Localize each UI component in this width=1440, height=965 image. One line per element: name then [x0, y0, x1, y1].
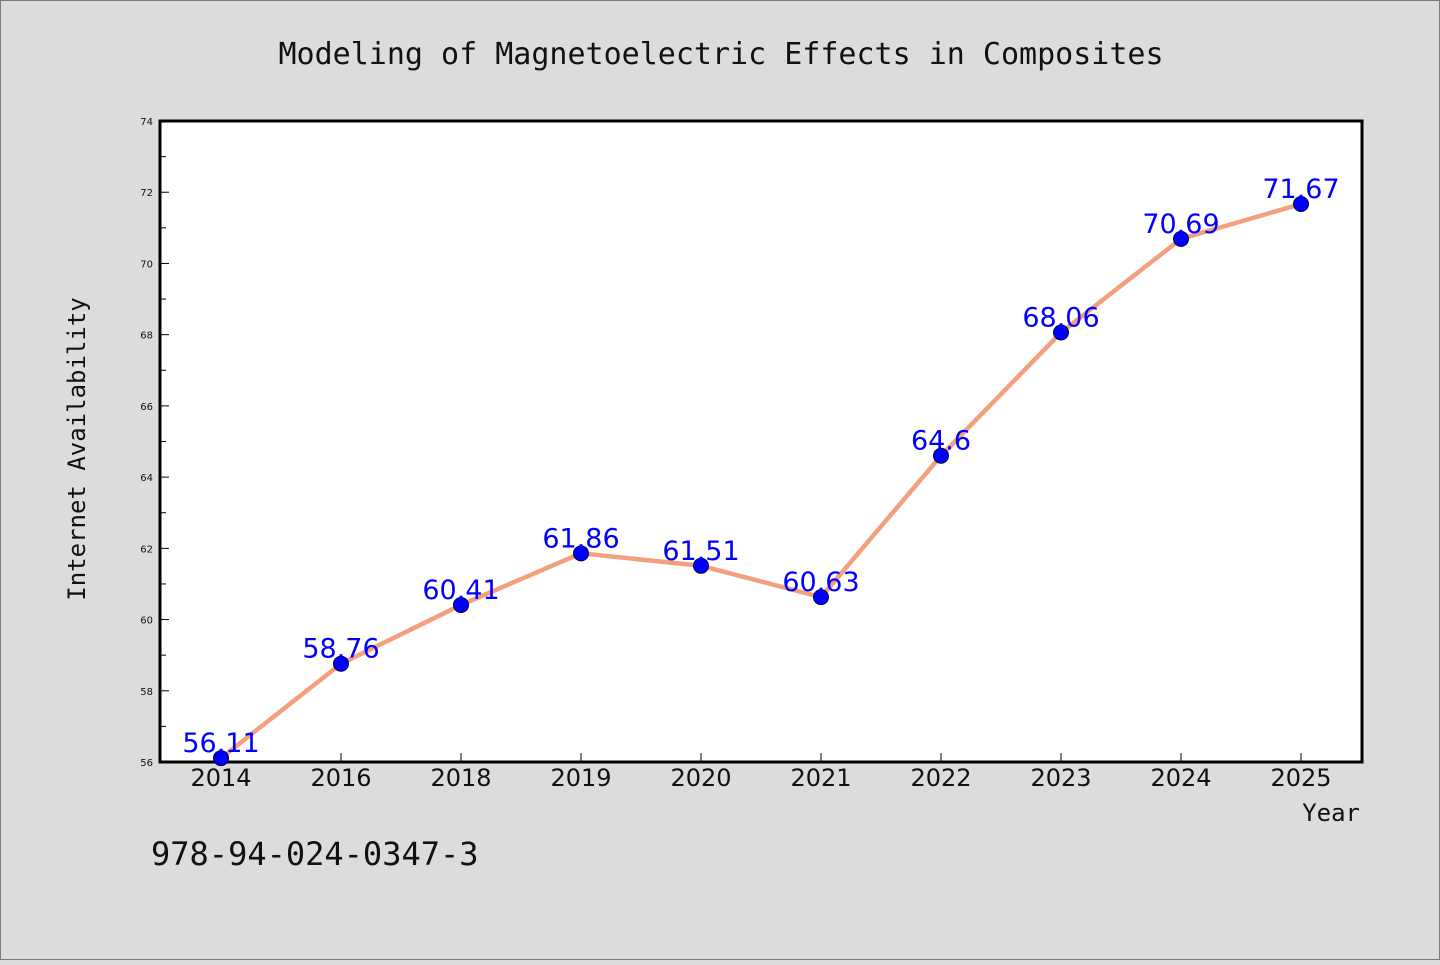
data-point: [213, 750, 229, 767]
data-label: 68.06: [1022, 303, 1099, 334]
data-point: [333, 655, 349, 672]
x-tick-label: 2016: [310, 764, 371, 792]
x-tick-label: 2019: [550, 764, 611, 792]
y-tick-label: 70: [140, 259, 153, 270]
chart-title: Modeling of Magnetoelectric Effects in C…: [278, 37, 1163, 72]
data-point: [1173, 230, 1189, 247]
x-axis-title: Year: [1302, 799, 1360, 827]
data-label: 56.11: [182, 728, 259, 759]
y-tick-label: 72: [140, 188, 153, 199]
y-tick-label: 60: [140, 616, 153, 627]
data-label: 58.76: [302, 634, 379, 665]
footer-code: 978-94-024-0347-3: [151, 835, 479, 873]
y-axis-title: Internet Availability: [63, 297, 91, 600]
data-label: 60.41: [422, 575, 499, 606]
data-point: [573, 545, 589, 562]
y-tick-label: 58: [140, 687, 153, 698]
y-tick-label: 56: [140, 758, 153, 769]
x-tick-label: 2024: [1150, 764, 1211, 792]
x-tick-label: 2021: [790, 764, 851, 792]
data-point: [693, 557, 709, 574]
data-point: [453, 596, 469, 613]
x-axis: 2014 2016 2018 2019 2020 2021 2022 2023 2024 2025: [190, 753, 1332, 792]
data-label: 61.86: [542, 523, 619, 554]
y-tick-label: 68: [140, 331, 153, 342]
y-tick-label: 64: [140, 473, 153, 484]
y-tick-label: 74: [140, 117, 153, 128]
series-line: [219, 201, 1302, 760]
data-point: [933, 447, 949, 464]
data-label: 71.67: [1262, 174, 1339, 205]
x-tick-label: 2025: [1270, 764, 1331, 792]
x-tick-label: 2020: [670, 764, 731, 792]
data-labels: 56.11 58.76 60.41 61.86 61.51 60.63 64.6 68.06 7…: [182, 174, 1339, 759]
data-point: [1293, 195, 1309, 212]
y-tick-label: 62: [140, 544, 153, 555]
series-group: [213, 195, 1309, 767]
y-axis: 56 58 60 62 64 66 68 70 72 74: [140, 117, 169, 769]
x-tick-label: 2022: [910, 764, 971, 792]
y-tick-label: 66: [140, 402, 153, 413]
data-point: [1053, 324, 1069, 341]
data-label: 60.63: [782, 567, 859, 598]
x-tick-label: 2018: [430, 764, 491, 792]
x-tick-label: 2014: [190, 764, 251, 792]
data-label: 70.69: [1142, 209, 1219, 240]
data-label: 64.6: [911, 426, 971, 457]
data-point: [813, 589, 829, 606]
x-tick-label: 2023: [1030, 764, 1091, 792]
data-label: 61.51: [662, 536, 739, 567]
